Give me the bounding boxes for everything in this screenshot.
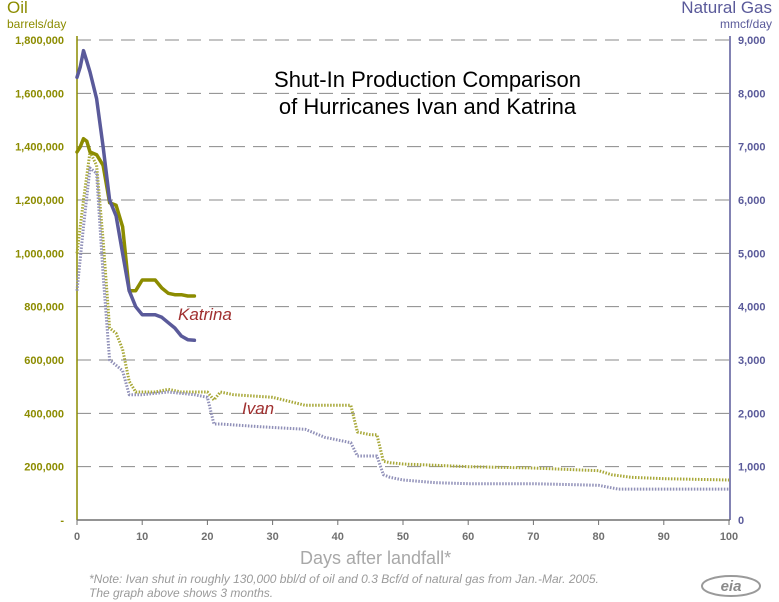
katrina-oil-line [75, 136, 197, 298]
x-tick-label: 40 [332, 531, 344, 543]
right-tick-label: 0 [738, 515, 744, 527]
right-tick-label: 8,000 [738, 88, 766, 100]
footnote-line2: The graph above shows 3 months. [89, 586, 274, 600]
left-tick-label: 1,000,000 [15, 248, 64, 260]
footnote: *Note: Ivan shut in roughly 130,000 bbl/… [89, 572, 599, 600]
x-tick-label: 60 [462, 531, 474, 543]
right-tick-label: 2,000 [738, 408, 766, 420]
x-tick-label: 100 [720, 531, 738, 543]
left-tick-label: 1,200,000 [15, 195, 64, 207]
left-tick-label: - [60, 515, 64, 527]
right-tick-label: 5,000 [738, 248, 766, 260]
chart-title-line1: Shut-In Production Comparison [274, 67, 581, 92]
x-tick-label: 0 [74, 531, 80, 543]
ivan-label: Ivan [242, 399, 275, 418]
right-tick-label: 9,000 [738, 35, 766, 47]
left-tick-label: 400,000 [24, 408, 64, 420]
x-axis-label: Days after landfall* [300, 548, 452, 568]
right-tick-label: 4,000 [738, 302, 766, 314]
left-axis-title: Oil [7, 0, 28, 17]
x-axis-ticks: 0 10 20 30 40 50 60 70 80 90 100 [74, 520, 738, 543]
x-tick-label: 20 [201, 531, 213, 543]
x-tick-label: 90 [658, 531, 670, 543]
x-tick-label: 50 [397, 531, 409, 543]
chart-title-line2: of Hurricanes Ivan and Katrina [278, 94, 577, 119]
left-tick-label: 1,600,000 [15, 88, 64, 100]
left-tick-label: 1,400,000 [15, 142, 64, 154]
left-axis-ticks: - 200,000 400,000 600,000 800,000 1,000,000 1,… [15, 35, 64, 527]
x-tick-label: 10 [136, 531, 148, 543]
x-tick-label: 30 [266, 531, 278, 543]
left-tick-label: 600,000 [24, 355, 64, 367]
katrina-gas-line [75, 48, 197, 343]
right-tick-label: 6,000 [738, 195, 766, 207]
footnote-line1: *Note: Ivan shut in roughly 130,000 bbl/… [89, 572, 599, 586]
right-tick-label: 3,000 [738, 355, 766, 367]
eia-logo-text: eia [721, 578, 742, 595]
right-tick-label: 7,000 [738, 142, 766, 154]
x-tick-label: 80 [592, 531, 604, 543]
series-lines [75, 48, 730, 491]
left-tick-label: 1,800,000 [15, 35, 64, 47]
left-axis-unit: barrels/day [7, 17, 67, 31]
eia-logo: eia [701, 575, 761, 597]
right-axis-unit: mmcf/day [719, 17, 772, 31]
x-tick-label: 70 [527, 531, 539, 543]
ivan-oil-line [75, 150, 730, 482]
chart-title: Shut-In Production Comparison of Hurrica… [200, 66, 655, 120]
right-tick-label: 1,000 [738, 462, 766, 474]
left-tick-label: 200,000 [24, 462, 64, 474]
left-tick-label: 800,000 [24, 302, 64, 314]
katrina-label: Katrina [178, 305, 232, 324]
right-axis-ticks: 0 1,000 2,000 3,000 4,000 5,000 6,000 7,000 8,00… [738, 35, 766, 527]
right-axis-title: Natural Gas [681, 0, 772, 17]
ivan-gas-line [75, 166, 729, 491]
